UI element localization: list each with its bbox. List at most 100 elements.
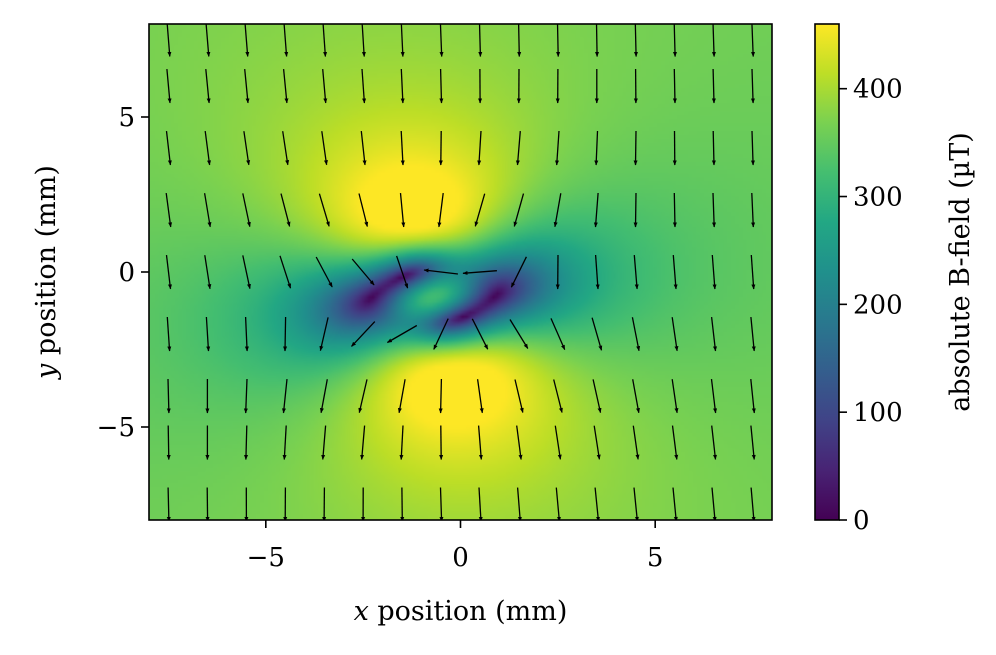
quiver-arrow <box>476 379 484 414</box>
quiver-arrow <box>750 68 755 104</box>
quiver-arrow <box>750 254 756 290</box>
quiver-arrow <box>205 24 211 57</box>
quiver-arrow <box>478 24 483 57</box>
quiver-arrow <box>594 254 600 290</box>
quiver-arrow <box>477 425 483 460</box>
quiver-arrow <box>282 425 287 460</box>
quiver-arrow <box>244 24 250 57</box>
quiver-arrow <box>165 255 172 290</box>
quiver-arrow <box>322 69 328 104</box>
quiver-arrow <box>244 425 249 460</box>
quiver-arrow <box>509 319 529 349</box>
quiver-arrow <box>351 321 376 347</box>
quiver-arrow <box>633 192 638 228</box>
quiver-arrow <box>351 258 375 286</box>
quiver-arrow <box>711 425 717 460</box>
quiver-arrow <box>711 24 716 57</box>
quiver-arrow <box>400 24 405 57</box>
quiver-arrow <box>242 193 251 228</box>
quiver-arrow <box>400 68 405 104</box>
quiver-arrow <box>513 193 525 227</box>
quiver-arrow <box>595 24 600 57</box>
quiver-arrow <box>166 487 171 520</box>
quiver-arrow <box>204 255 212 290</box>
quiver-arrow <box>633 255 639 290</box>
heatmap-plot: −5 0 5 5 0 −5 <box>97 23 773 573</box>
y-tick-label: 0 <box>118 258 135 288</box>
quiver-arrow <box>165 193 173 228</box>
x-tick-label: −5 <box>247 543 285 573</box>
quiver-arrow <box>672 487 678 520</box>
colorbar-tick-label: 0 <box>853 506 870 536</box>
quiver-arrow <box>361 24 366 57</box>
quiver-arrow <box>242 255 251 290</box>
quiver-arrow <box>397 379 406 414</box>
quiver-arrow <box>516 425 523 460</box>
quiver-arrow <box>711 130 716 166</box>
colorbar-gradient <box>815 24 839 520</box>
quiver-arrow <box>631 317 641 352</box>
quiver-arrow <box>474 193 486 227</box>
quiver-arrow <box>319 317 329 352</box>
quiver-arrow <box>462 270 497 275</box>
quiver-arrow <box>712 192 717 228</box>
quiver-arrow <box>591 317 603 351</box>
quiver-arrow <box>750 379 756 414</box>
quiver-arrow <box>315 256 333 288</box>
quiver-arrow <box>321 425 327 460</box>
quiver-arrow <box>433 318 449 350</box>
quiver-arrow <box>281 379 288 414</box>
quiver-arrow <box>593 425 601 460</box>
quiver-arrow <box>439 24 444 57</box>
quiver-arrow <box>318 193 330 227</box>
quiver-arrow <box>395 255 409 289</box>
quiver-arrow <box>471 318 489 350</box>
quiver-arrow <box>592 379 602 414</box>
quiver-arrow <box>439 68 444 104</box>
quiver-arrow <box>399 193 406 228</box>
quiver-arrow <box>750 317 756 352</box>
quiver-arrow <box>671 317 679 352</box>
quiver-arrow <box>672 68 677 104</box>
quiver-arrow <box>514 379 524 413</box>
quiver-arrow <box>516 487 522 520</box>
quiver-arrow <box>166 69 172 104</box>
quiver-arrow <box>593 192 599 228</box>
quiver-arrow <box>244 316 249 352</box>
quiver-arrow <box>671 425 679 460</box>
quiver-arrow <box>205 316 211 352</box>
x-tick-label: 5 <box>647 543 664 573</box>
quiver-arrow <box>555 487 561 520</box>
quiver-arrow <box>672 192 677 228</box>
quiver-arrow <box>553 193 562 228</box>
y-tick-label: 5 <box>118 103 135 133</box>
quiver-arrow <box>243 131 251 166</box>
quiver-arrow <box>279 255 292 289</box>
quiver-arrow <box>399 425 404 460</box>
quiver-arrow <box>437 193 444 228</box>
quiver-arrow <box>632 425 640 460</box>
quiver-arrow <box>438 378 443 414</box>
quiver-arrow <box>282 69 289 104</box>
quiver-arrow <box>633 487 639 520</box>
quiver-arrow <box>553 379 563 413</box>
quiver-arrow <box>321 131 328 166</box>
quiver-arrow <box>478 487 483 520</box>
quiver-arrow <box>361 68 367 104</box>
colorbar: 0 100 200 300 400 <box>814 23 903 536</box>
y-tick-label: −5 <box>97 413 135 443</box>
quiver-arrow <box>555 130 560 166</box>
quiver-arrow <box>750 425 756 460</box>
quiver-arrow <box>166 316 172 352</box>
quiver-arrow <box>358 193 369 227</box>
quiver-arrows <box>165 24 756 520</box>
quiver-arrow <box>243 378 248 414</box>
y-axis-label: y position (mm) <box>31 165 62 380</box>
x-axis-ticks: −5 0 5 <box>247 520 664 573</box>
quiver-arrow <box>477 130 482 166</box>
quiver-arrow <box>710 317 717 352</box>
quiver-arrow <box>319 379 328 414</box>
quiver-arrow <box>751 24 756 57</box>
quiver-arrow <box>633 24 638 57</box>
quiver-arrow <box>517 24 522 57</box>
